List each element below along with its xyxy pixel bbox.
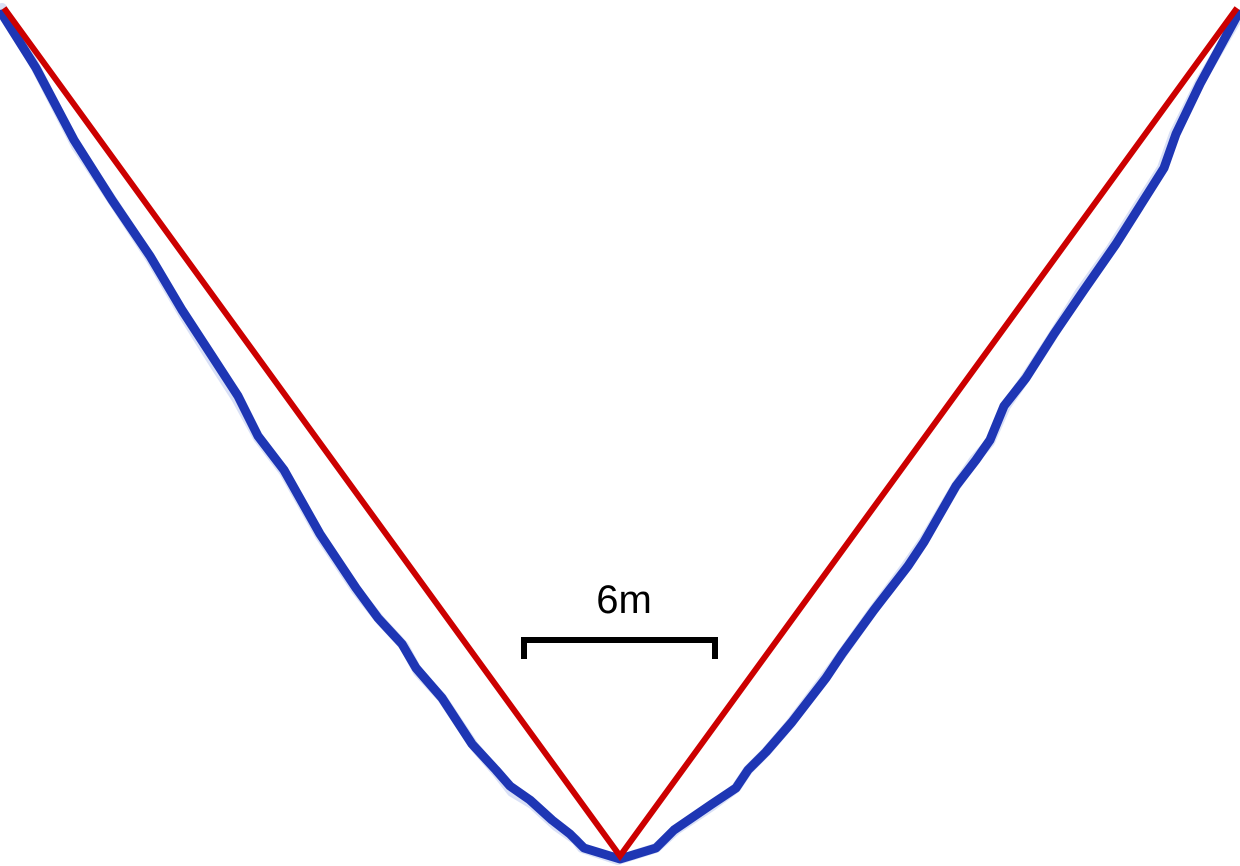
straight-path (1, 6, 1240, 862)
curved-path-halo (0, 3, 1240, 865)
scale-bar: 6m (521, 578, 718, 659)
scale-bar-line (521, 637, 718, 659)
scale-bar-label: 6m (596, 578, 652, 622)
curved-path (0, 9, 1240, 864)
